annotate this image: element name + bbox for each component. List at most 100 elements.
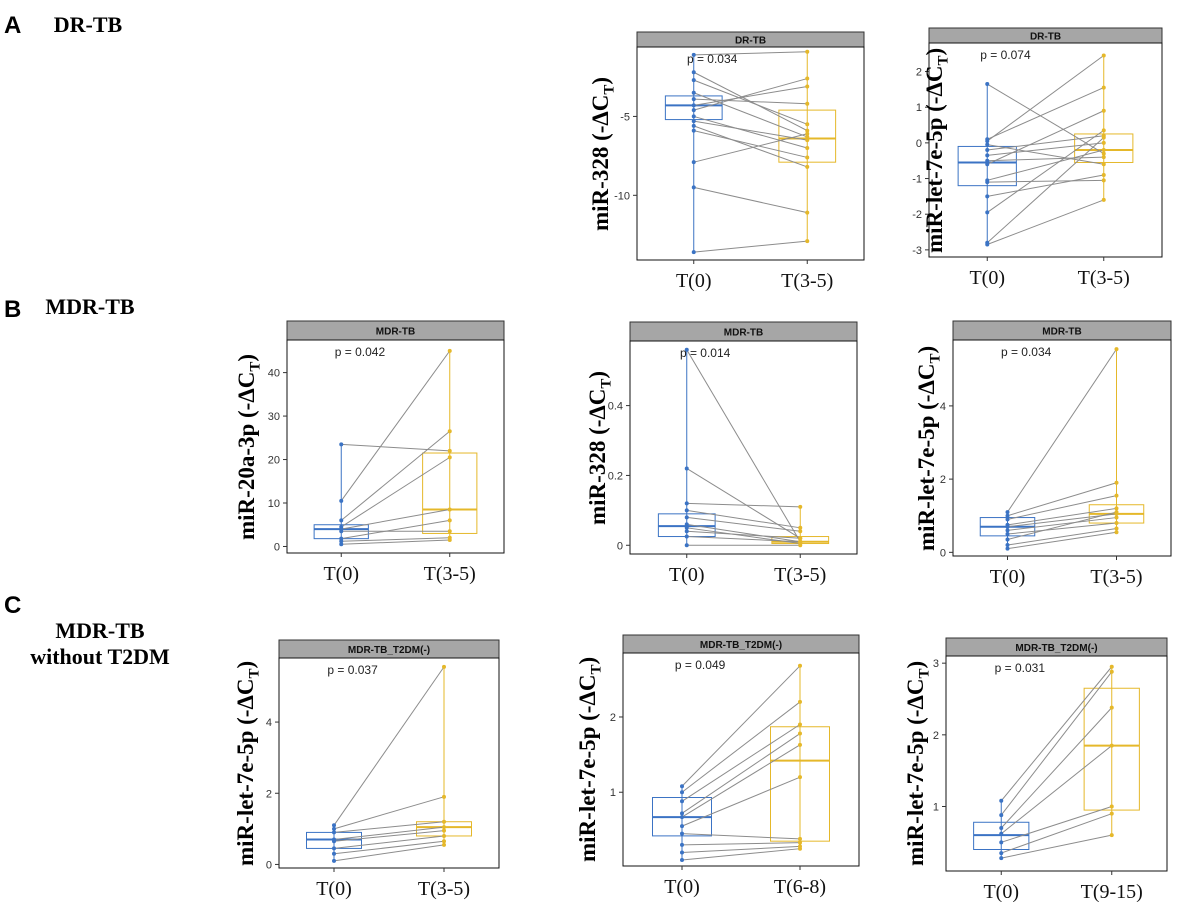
plot-frame [629,340,858,555]
paired-line [1007,517,1117,531]
point-t0 [691,108,696,113]
point-t0 [999,851,1004,856]
point-t0 [985,82,990,87]
point-t0 [999,813,1004,818]
paired-line [693,240,808,253]
paired-line [1001,834,1112,859]
paired-line [341,537,450,542]
paired-line [987,156,1104,162]
y-tick-label: 4 [266,717,272,729]
paired-line [333,821,445,833]
point-t1 [1101,162,1106,167]
point-t0 [691,78,696,83]
paired-line [987,174,1104,197]
point-t0 [339,542,344,547]
paired-line [693,186,808,214]
point-t0 [684,543,689,548]
paired-line [333,830,445,842]
y-tick-label: 10 [268,498,280,510]
point-t1 [805,210,810,215]
y-tick-label: 0.2 [608,470,623,482]
point-t1 [1109,743,1114,748]
point-t0 [332,839,336,844]
point-t0 [680,799,684,804]
paired-line [681,833,801,840]
point-t1 [447,348,452,353]
paired-line [987,87,1104,140]
paired-line [1007,348,1117,513]
point-t0 [1005,517,1010,522]
point-t1 [1114,506,1119,511]
point-t0 [680,850,684,855]
point-t0 [1005,546,1010,551]
y-tick-label: -5 [620,111,630,123]
point-t1 [798,536,803,541]
point-t1 [442,794,446,799]
plot-frame [622,652,860,867]
point-t1 [447,518,452,523]
point-t0 [684,501,689,506]
point-t1 [1109,705,1114,710]
point-t0 [339,498,344,503]
x-tick-label: T(6-8) [774,876,826,898]
x-tick-label: T(3-5) [1078,267,1130,289]
point-t0 [1005,532,1010,537]
paired-line [1000,666,1113,802]
point-t1 [1114,347,1119,352]
facet-strip-label: MDR-TB [1042,327,1081,338]
x-tick-label: T(0) [669,564,705,586]
x-tick-label: T(0) [969,267,1005,289]
point-t1 [805,49,810,54]
paired-line [1000,707,1113,829]
paired-line [681,848,801,861]
point-t0 [691,70,696,75]
point-t0 [680,784,684,789]
facet-strip-label: DR-TB [735,36,766,47]
section-letter-a: A [4,12,22,39]
point-t0 [684,525,689,530]
point-t1 [1109,833,1114,838]
point-t1 [1101,108,1106,113]
paired-line [987,179,1104,183]
point-t1 [1114,480,1119,485]
p-value-label: p = 0.014 [680,346,731,360]
y-tick-label: 2 [940,474,946,486]
plot-frame [636,46,865,261]
paired-line [986,129,1105,213]
x-tick-label: T(0) [664,876,700,898]
paired-line [693,79,808,125]
facet-strip-label: MDR-TB [376,327,415,338]
point-t0 [985,158,990,163]
point-t0 [691,90,696,95]
y-tick-label: -1 [912,174,922,186]
p-value-label: p = 0.074 [980,48,1031,62]
y-axis-label-end: ) [903,660,928,669]
paired-line [986,83,1105,154]
point-t1 [1114,530,1119,535]
paired-line [1007,511,1117,541]
point-t0 [332,851,336,856]
point-t0 [691,52,696,57]
point-t0 [985,153,990,158]
point-t0 [691,114,696,119]
point-t1 [1114,493,1119,498]
paired-line [333,666,445,826]
paired-line [693,98,808,105]
point-t0 [985,180,990,185]
point-t0 [684,515,689,520]
point-t0 [691,128,696,133]
x-tick-label: T(0) [323,563,359,585]
point-t1 [798,699,802,704]
y-axis-label: miR-let-7e-5p (-ΔCT) [903,661,934,866]
point-t1 [798,504,803,509]
paired-line [686,349,801,543]
paired-line [987,142,1104,156]
facet-strip-label: MDR-TB [724,328,763,339]
paired-line [333,844,445,862]
point-t1 [805,76,810,81]
paired-line [340,350,451,502]
